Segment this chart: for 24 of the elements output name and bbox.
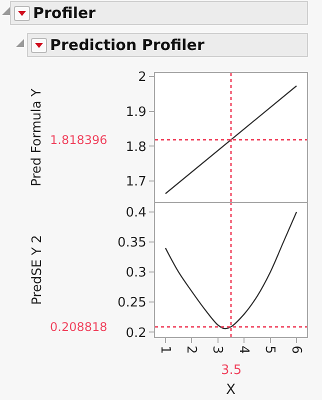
y-tick-label: 1.7 <box>126 174 146 190</box>
ref-line-label: 3.5 <box>221 363 242 378</box>
y-tick-label: 0.25 <box>117 296 146 311</box>
chart-title: Profiler <box>33 3 96 24</box>
x-tick-label: 6 <box>288 346 304 354</box>
y-tick-label: 2 <box>138 70 146 86</box>
x-tick-label: 4 <box>236 346 251 354</box>
ref-line-label: 0.208818 <box>50 320 108 334</box>
y-axis-title: Pred Formula Y <box>29 88 44 186</box>
y-tick-label: 0.4 <box>126 206 146 221</box>
y-tick-label: 0.35 <box>117 236 146 251</box>
x-tick-label: 5 <box>262 346 278 354</box>
x-tick-label: 3 <box>210 346 225 354</box>
y-tick-label: 1.9 <box>126 104 146 120</box>
y-tick-label: 0.3 <box>126 266 146 281</box>
x-tick-label: 1 <box>157 346 172 354</box>
chart-subtitle: Prediction Profiler <box>50 35 204 56</box>
x-axis-title: X <box>226 382 236 398</box>
ref-line-label: 1.818396 <box>50 133 108 147</box>
x-tick-label: 2 <box>183 346 198 354</box>
line-series <box>164 211 298 330</box>
y-axis-title: PredSE Y 2 <box>30 234 45 305</box>
y-tick-label: 0.2 <box>126 326 146 341</box>
y-tick-label: 1.8 <box>126 140 146 155</box>
